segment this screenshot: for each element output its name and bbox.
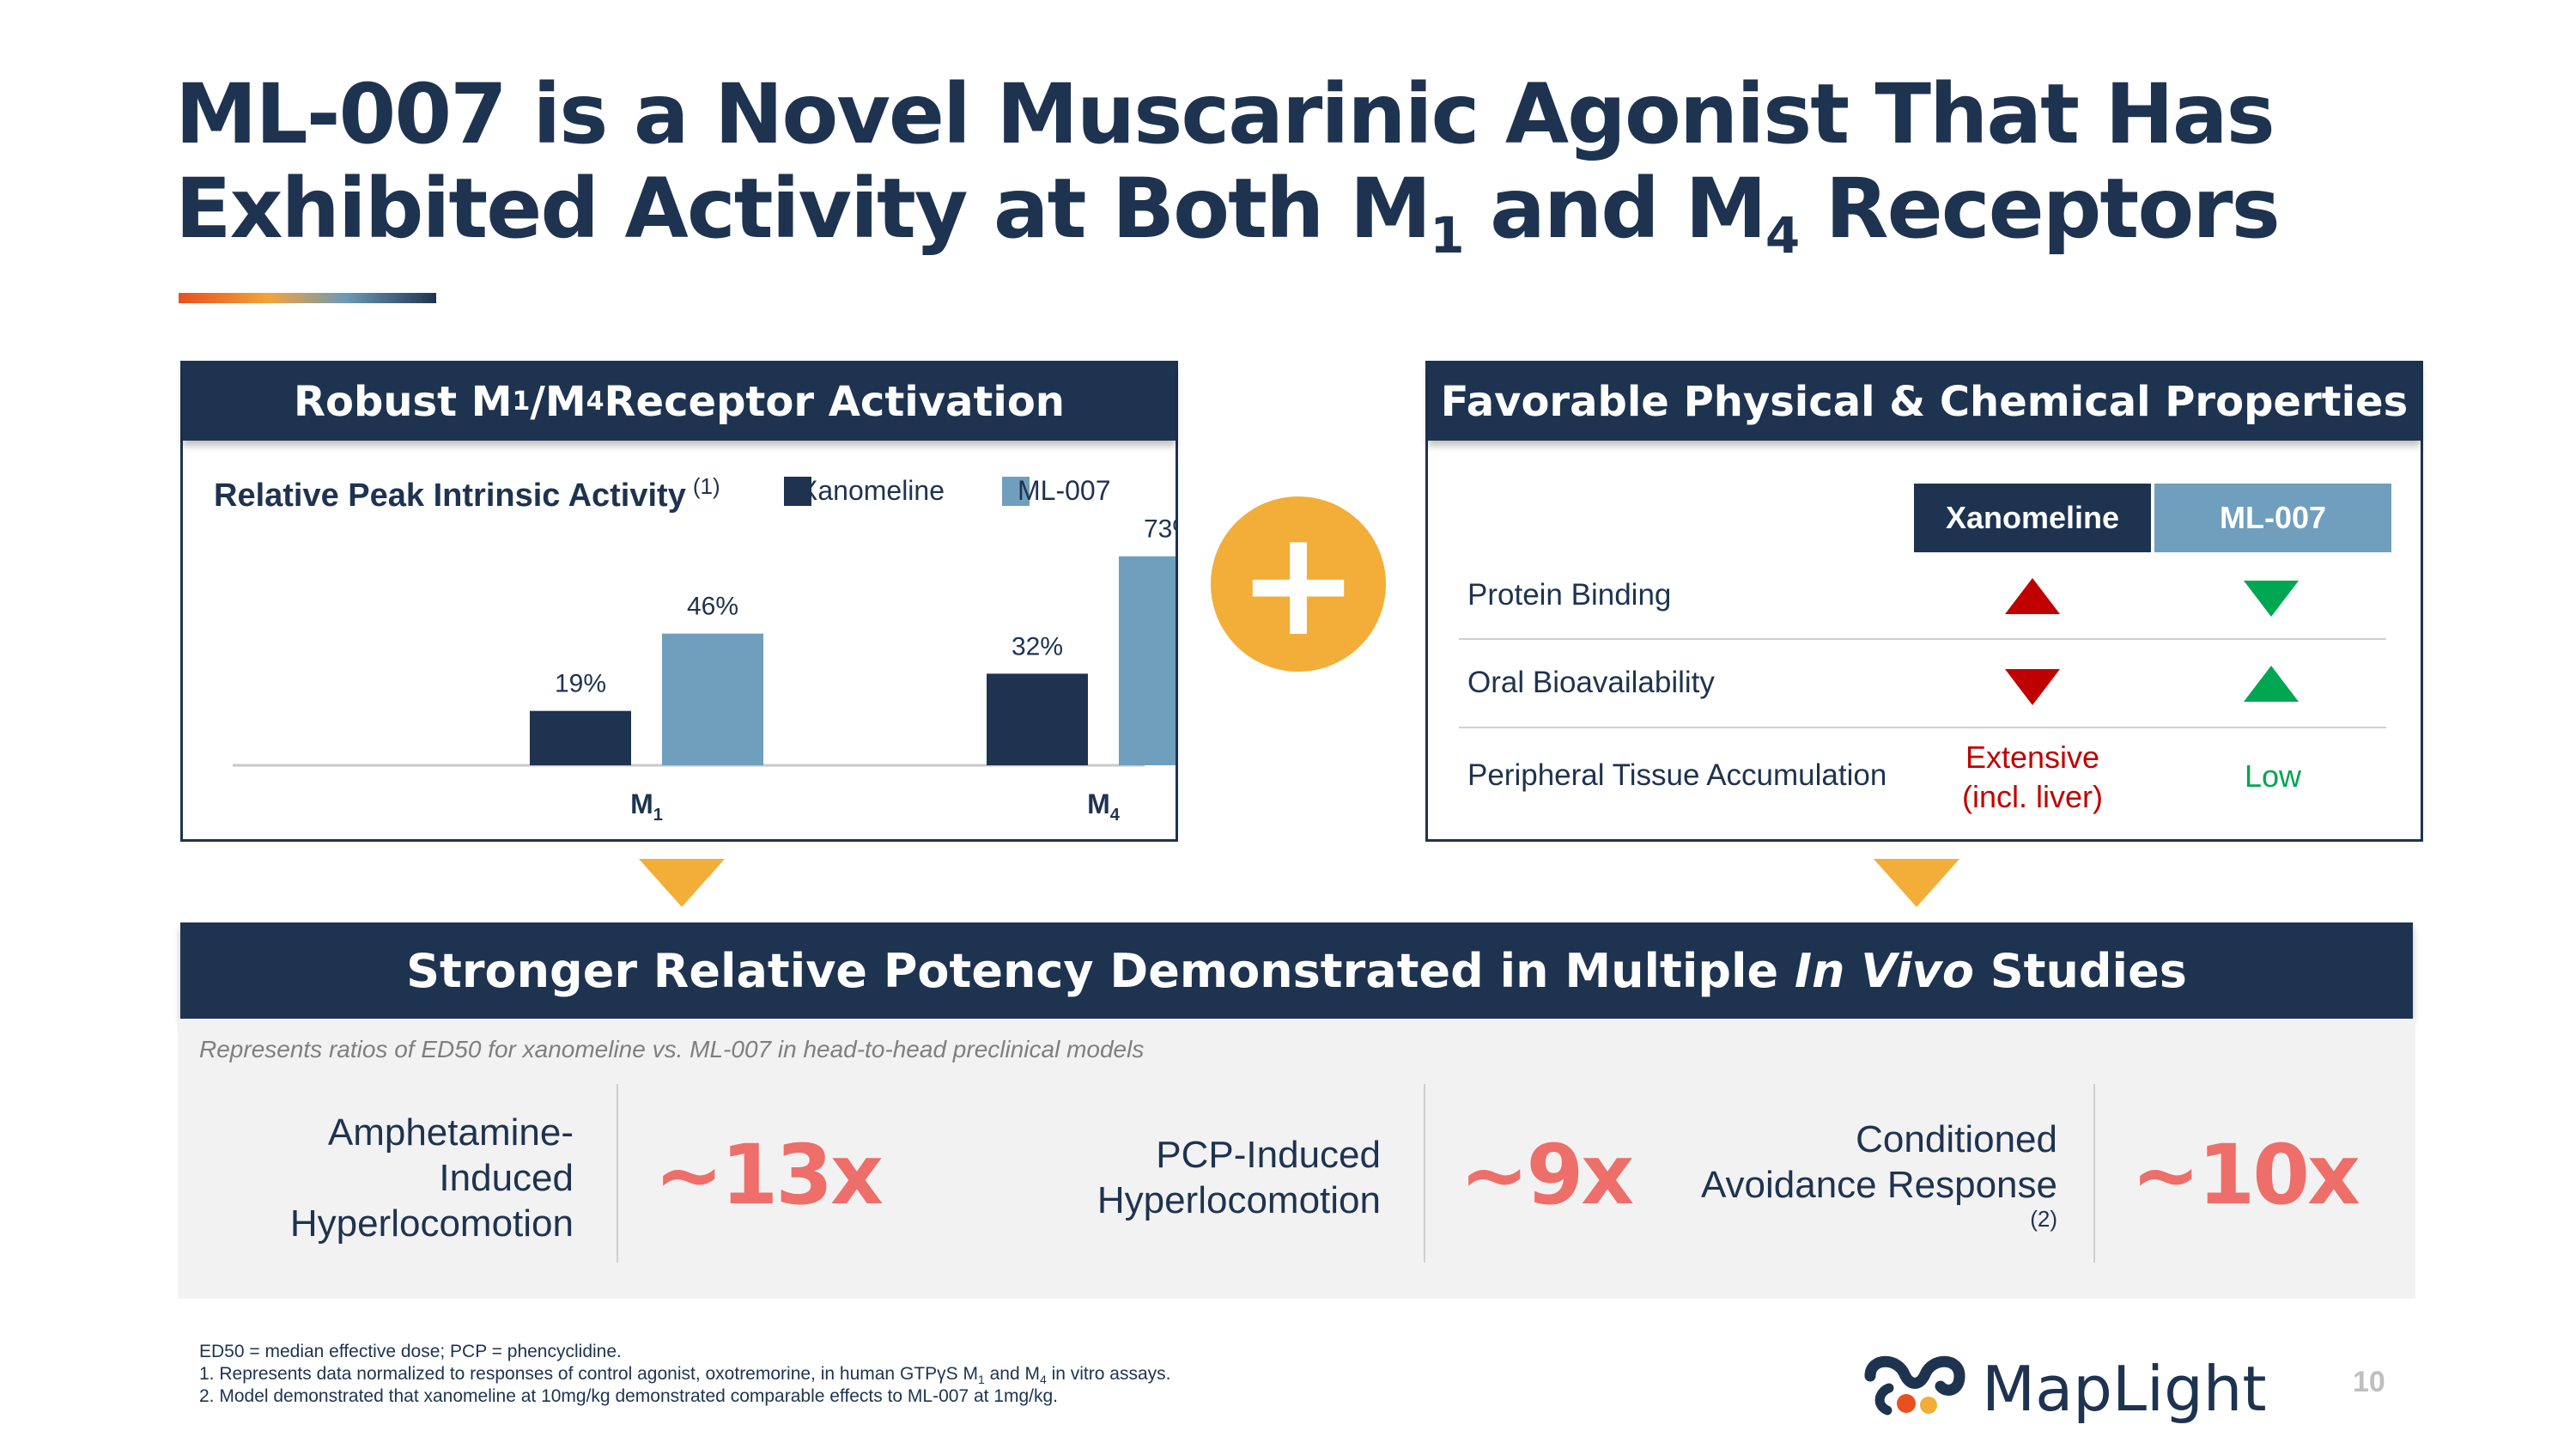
- page-title: ML-007 is a Novel Muscarinic Agonist Tha…: [175, 66, 2281, 260]
- properties-panel: Favorable Physical & Chemical Properties…: [1425, 361, 2423, 842]
- decrease-green-triangle-icon: [2244, 581, 2299, 617]
- bar-xanomeline-m1: [530, 710, 631, 765]
- row-label-oral-bioavailability: Oral Bioavailability: [1467, 666, 1715, 699]
- divider: [1424, 1084, 1425, 1263]
- page-number: 10: [2353, 1366, 2385, 1398]
- data-label: 46%: [687, 593, 738, 621]
- legend-label-xanomeline: Xanomeline: [799, 475, 945, 506]
- ratio-pcp: ~9x: [1460, 1127, 1634, 1223]
- legend-item-ml007: ML-007: [1002, 475, 1111, 507]
- row-label-peripheral-tissue: Peripheral Tissue Accumulation: [1467, 758, 1887, 792]
- data-label: 73%: [1144, 515, 1176, 544]
- ml007-accumulation-value: Low: [2244, 758, 2302, 794]
- legend-label-ml007: ML-007: [1018, 475, 1111, 506]
- potency-results-area: [178, 1019, 2415, 1299]
- bar-ml007-m4: [1119, 556, 1176, 765]
- divider: [617, 1084, 618, 1263]
- title-sub-1: 1: [1430, 206, 1464, 265]
- xanomeline-accumulation-value: Extensive (incl. liver): [1961, 740, 2103, 814]
- data-label: 32%: [1012, 632, 1063, 661]
- bar-xanomeline-m4: [987, 673, 1088, 765]
- plus-icon: +: [1211, 496, 1386, 672]
- footnote-1: 1. Represents data normalized to respons…: [199, 1364, 1171, 1387]
- legend-item-xanomeline: Xanomeline: [784, 475, 945, 507]
- increase-green-triangle-icon: [2244, 666, 2299, 702]
- increase-red-triangle-icon: [2005, 578, 2060, 614]
- data-label: 19%: [555, 670, 606, 698]
- ratio-amphetamine: ~13x: [654, 1127, 884, 1223]
- title-line-1: ML-007 is a Novel Muscarinic Agonist Tha…: [175, 66, 2275, 162]
- row-label-protein-binding: Protein Binding: [1467, 578, 1672, 612]
- column-header-xanomeline: Xanomeline: [1914, 484, 2151, 552]
- x-tick-label: M4: [1087, 788, 1121, 825]
- study-amphetamine: Amphetamine- Induced Hyperlocomotion: [289, 1111, 574, 1245]
- down-arrow-icon: [639, 859, 725, 907]
- title-gradient-rule: [179, 293, 436, 303]
- chart-title: Relative Peak Intrinsic Activity (1): [214, 473, 720, 514]
- receptor-activation-panel: Robust M 1/M 4 Receptor Activation Relativ…: [180, 361, 1178, 842]
- divider: [2093, 1084, 2095, 1263]
- footnote-2: 2. Model demonstrated that xanomeline at…: [199, 1386, 1059, 1406]
- ed50-note: Represents ratios of ED50 for xanomeline…: [199, 1036, 1145, 1062]
- properties-heading: Favorable Physical & Chemical Properties: [1428, 363, 2421, 441]
- legend-swatch-xanomeline: [784, 476, 811, 506]
- receptor-activation-heading: Robust M 1/M 4 Receptor Activation: [183, 363, 1176, 441]
- column-header-ml007: ML-007: [2154, 484, 2391, 552]
- potency-heading-band: Stronger Relative Potency Demonstrated i…: [180, 922, 2413, 1019]
- footnote-abbreviations: ED50 = median effective dose; PCP = phen…: [199, 1342, 622, 1361]
- x-tick-label: M1: [630, 788, 663, 825]
- chart-footnote-ref: (1): [692, 473, 720, 499]
- row-divider: [1459, 638, 2386, 640]
- intrinsic-activity-bar-chart: 19% 46% M1 32% 73% M4: [233, 515, 1176, 825]
- title-line-2-end: Receptors: [1798, 161, 2281, 257]
- ratio-conditioned-avoidance: ~10x: [2131, 1127, 2360, 1223]
- maplight-logo-icon: [1864, 1355, 1965, 1416]
- decrease-red-triangle-icon: [2005, 669, 2060, 705]
- maplight-wordmark: MapLight: [1982, 1353, 2267, 1425]
- study-conditioned-avoidance: Conditioned Avoidance Response (2): [1700, 1118, 2057, 1232]
- study-pcp: PCP-Induced Hyperlocomotion: [1097, 1134, 1381, 1221]
- title-line-2-mid: and M: [1462, 161, 1767, 257]
- maplight-logo: MapLight: [1863, 1350, 2267, 1428]
- bar-ml007-m1: [662, 633, 763, 765]
- title-line-2-start: Exhibited Activity at Both M: [175, 161, 1431, 257]
- row-divider: [1459, 727, 2386, 728]
- legend-swatch-ml007: [1002, 476, 1030, 506]
- down-arrow-icon: [1874, 859, 1959, 907]
- title-sub-4: 4: [1765, 206, 1800, 265]
